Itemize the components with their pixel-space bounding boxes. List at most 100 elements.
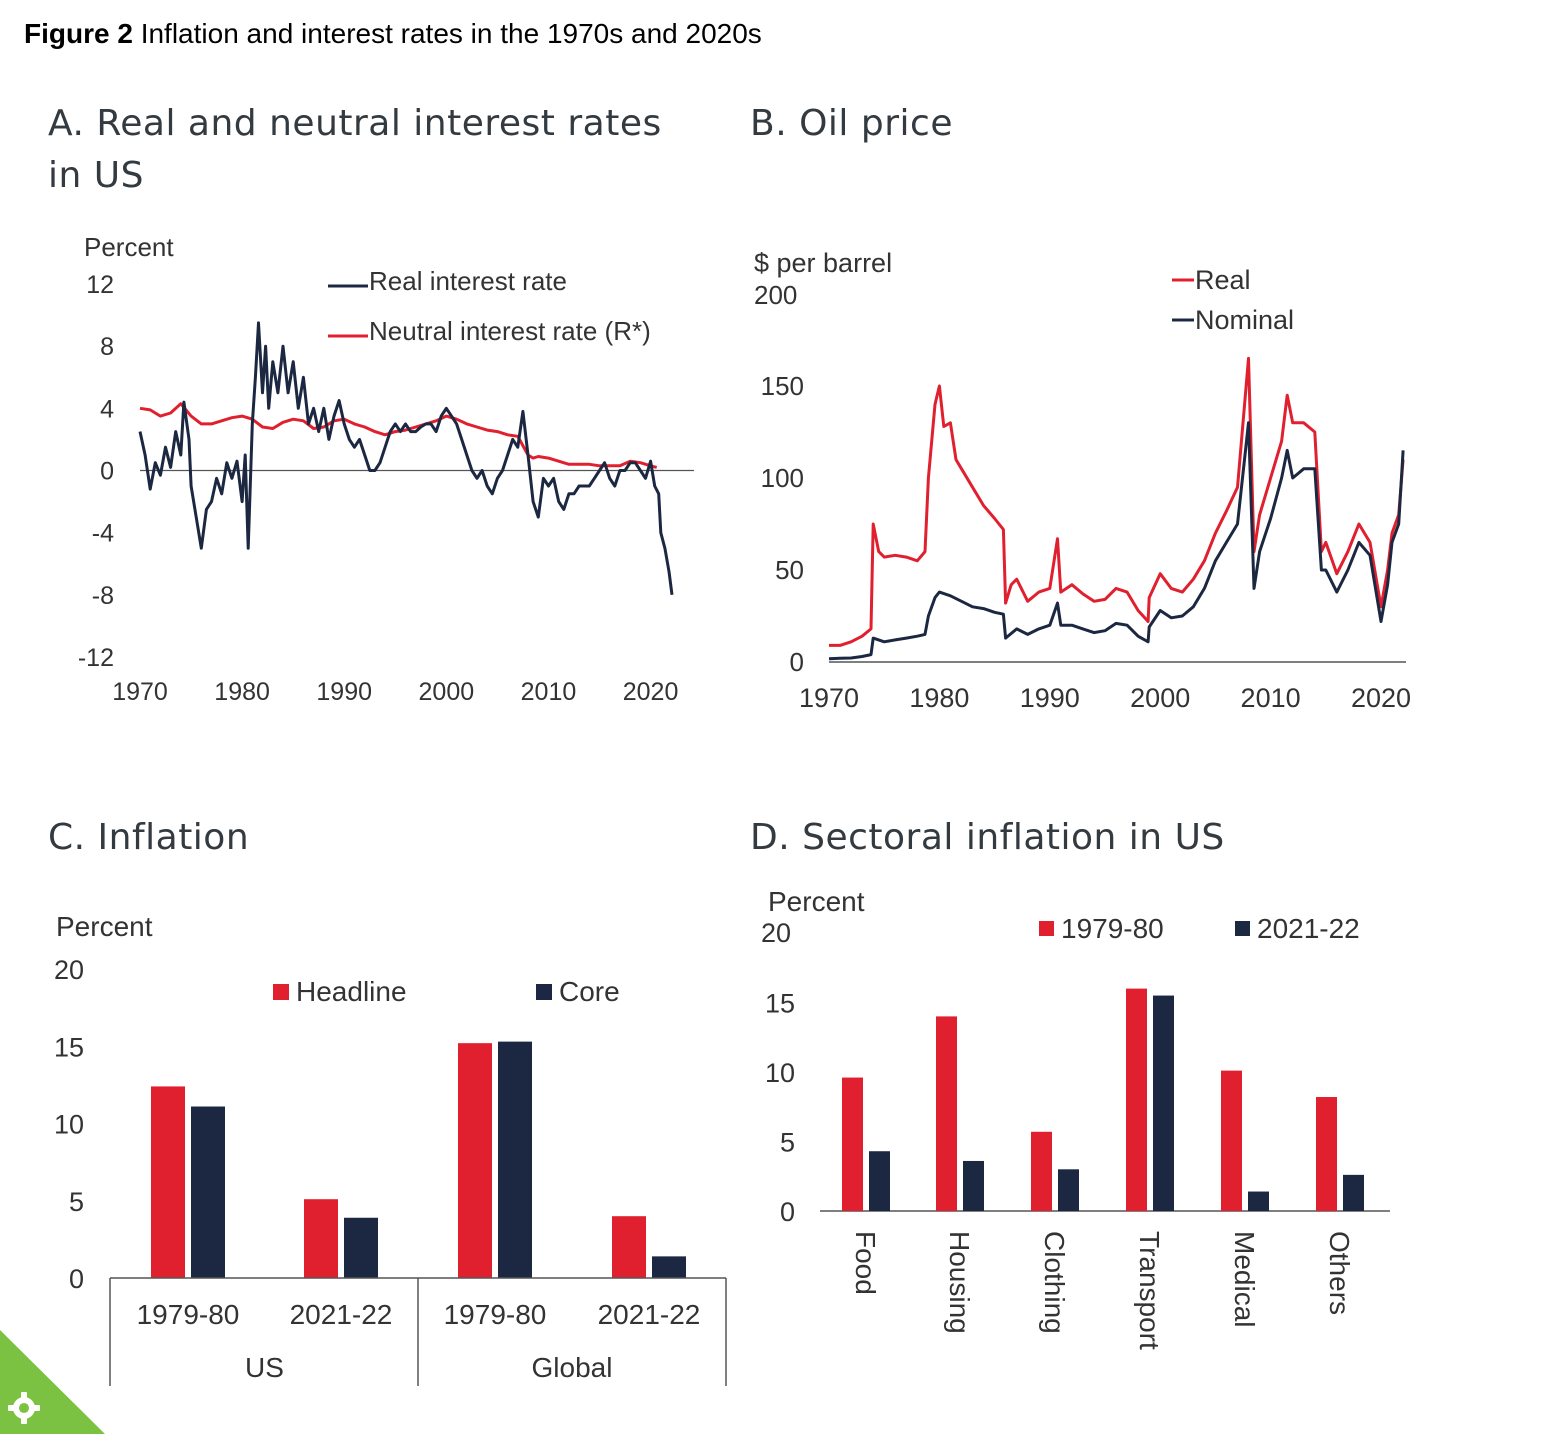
chart-d-ytick-3: 5: [780, 1128, 795, 1158]
panel-c-title: C. Inflation: [48, 812, 249, 864]
chart-d-bar-2021-22-2: [1058, 1169, 1079, 1211]
chart-d-ytick-0: 20: [761, 918, 791, 948]
chart-b-xtick-1: 1980: [909, 683, 969, 713]
chart-c-ytick-1: 15: [54, 1032, 84, 1062]
chart-c-bar-headline-2: [458, 1043, 492, 1278]
chart-b-ytick-4: 0: [790, 647, 804, 677]
chart-c-group-label-0: US: [245, 1352, 284, 1383]
panel-a-title-line-2: in US: [48, 155, 144, 196]
chart-c-ytick-3: 5: [69, 1187, 84, 1217]
chart-d-bar-1979-80-4: [1221, 1070, 1242, 1211]
chart-c-legend-swatch-1: [536, 984, 552, 1000]
chart-c-inflation: Percent 20 15 10 5 0 1979-80 2021-22 1979-80 2021…: [54, 911, 727, 1386]
chart-a-xtick-1: 1980: [214, 678, 270, 706]
chart-c-legend-label-0: Headline: [296, 976, 407, 1007]
panel-c-title-line-1: C. Inflation: [48, 817, 250, 858]
chart-b-ytick-3: 50: [775, 555, 804, 585]
chart-b-series-nominal-line: [828, 421, 1405, 661]
chart-c-legend-swatch-0: [273, 984, 289, 1000]
chart-b-ytick-0: 200: [754, 280, 797, 310]
panel-a-title: A. Real and neutral interest rates in US: [48, 98, 662, 202]
figure-caption-text: Inflation and interest rates in the 1970…: [140, 18, 762, 49]
chart-d-ylabel: Percent: [768, 886, 865, 917]
chart-c-category-label-3: 2021-22: [598, 1299, 701, 1330]
chart-b-series-real-line: [829, 356, 1405, 647]
chart-a-xtick-4: 2010: [521, 678, 577, 706]
chart-c-category-label-1: 2021-22: [290, 1299, 393, 1330]
chart-d-legend-swatch-1: [1235, 921, 1250, 936]
chart-d-category-label-5: Others: [1324, 1231, 1355, 1315]
chart-b-xtick-4: 2010: [1241, 683, 1301, 713]
chart-d-bar-2021-22-0: [869, 1151, 890, 1211]
chart-c-bar-core-1: [344, 1217, 378, 1278]
chart-a-ytick-3: 0: [100, 458, 114, 486]
chart-a-legend-label-0: Real interest rate: [369, 266, 567, 296]
chart-b-xtick-3: 2000: [1130, 683, 1190, 713]
chart-a-legend-label-1: Neutral interest rate (R*): [369, 316, 651, 346]
chart-c-category-label-2: 1979-80: [444, 1299, 547, 1330]
chart-a-ytick-6: -12: [78, 644, 114, 672]
chart-c-bar-headline-3: [612, 1216, 646, 1278]
chart-a-xtick-3: 2000: [419, 678, 475, 706]
chart-c-group-label-1: Global: [532, 1352, 613, 1383]
chart-d-bar-1979-80-2: [1031, 1131, 1052, 1211]
panel-b-title: B. Oil price: [750, 98, 953, 150]
chart-a-xtick-2: 1990: [316, 678, 372, 706]
chart-d-category-label-1: Housing: [944, 1231, 975, 1334]
figure-caption: Figure 2 Inflation and interest rates in…: [24, 18, 762, 50]
chart-b-xtick-2: 1990: [1020, 683, 1080, 713]
chart-d-ytick-1: 15: [765, 989, 795, 1019]
chart-b-legend-label-0: Real: [1195, 265, 1251, 295]
chart-d-bar-1979-80-5: [1316, 1097, 1337, 1211]
chart-b-ytick-2: 100: [761, 463, 804, 493]
chart-d-legend-label-0: 1979-80: [1061, 913, 1164, 944]
chart-d-legend-swatch-0: [1039, 921, 1054, 936]
chart-d-category-label-0: Food: [850, 1231, 881, 1295]
chart-c-bar-headline-0: [151, 1086, 185, 1278]
chart-c-ytick-2: 10: [54, 1110, 84, 1140]
corner-badge: [0, 1330, 105, 1434]
chart-a-ytick-1: 8: [100, 333, 114, 361]
chart-a-ytick-5: -8: [92, 582, 114, 610]
panel-d-title-line-1: D. Sectoral inflation in US: [750, 817, 1225, 858]
chart-a-xtick-5: 2020: [623, 678, 679, 706]
panel-b-title-line-1: B. Oil price: [750, 103, 953, 144]
chart-c-bar-core-3: [652, 1256, 686, 1278]
chart-a-ytick-0: 12: [86, 271, 114, 299]
chart-c-bar-core-0: [191, 1106, 225, 1278]
chart-c-legend-label-1: Core: [559, 976, 620, 1007]
chart-b-ytick-1: 150: [761, 371, 804, 401]
chart-d-bar-1979-80-3: [1126, 988, 1147, 1211]
chart-d-category-label-3: Transport: [1134, 1231, 1165, 1350]
chart-d-ytick-4: 0: [780, 1197, 795, 1227]
chart-a-xtick-0: 1970: [112, 678, 168, 706]
chart-d-bar-2021-22-3: [1153, 995, 1174, 1211]
chart-d-bar-2021-22-4: [1248, 1191, 1269, 1211]
gear-icon: [8, 1392, 40, 1424]
chart-a-ytick-2: 4: [100, 395, 114, 423]
chart-b-legend-label-1: Nominal: [1195, 305, 1294, 335]
chart-c-bar-headline-1: [304, 1199, 338, 1278]
chart-b-xtick-0: 1970: [799, 683, 859, 713]
chart-a-series-neutral-line: [139, 402, 658, 469]
chart-d-category-label-2: Clothing: [1039, 1231, 1070, 1334]
chart-d-bar-1979-80-0: [842, 1077, 863, 1211]
chart-a-series-real-line: [138, 321, 674, 595]
chart-d-category-label-4: Medical: [1229, 1231, 1260, 1327]
chart-c-ytick-4: 0: [69, 1264, 84, 1294]
chart-a-ytick-4: -4: [92, 520, 114, 548]
chart-a-ylabel: Percent: [84, 232, 174, 262]
chart-a-real-neutral-rates: Percent 12 8 4 0 -4 -8 -12 1970 1980 1990 2000 2010 2…: [78, 232, 694, 706]
figure-label: Figure 2: [24, 18, 133, 49]
chart-d-bar-2021-22-1: [963, 1160, 984, 1211]
chart-b-ylabel: $ per barrel: [754, 248, 892, 278]
chart-c-category-label-0: 1979-80: [137, 1299, 240, 1330]
chart-c-bar-core-2: [498, 1041, 532, 1278]
chart-d-bar-2021-22-5: [1343, 1174, 1364, 1211]
chart-d-legend-label-1: 2021-22: [1257, 913, 1360, 944]
corner-badge-shape: [0, 1330, 105, 1434]
chart-d-ytick-2: 10: [765, 1058, 795, 1088]
